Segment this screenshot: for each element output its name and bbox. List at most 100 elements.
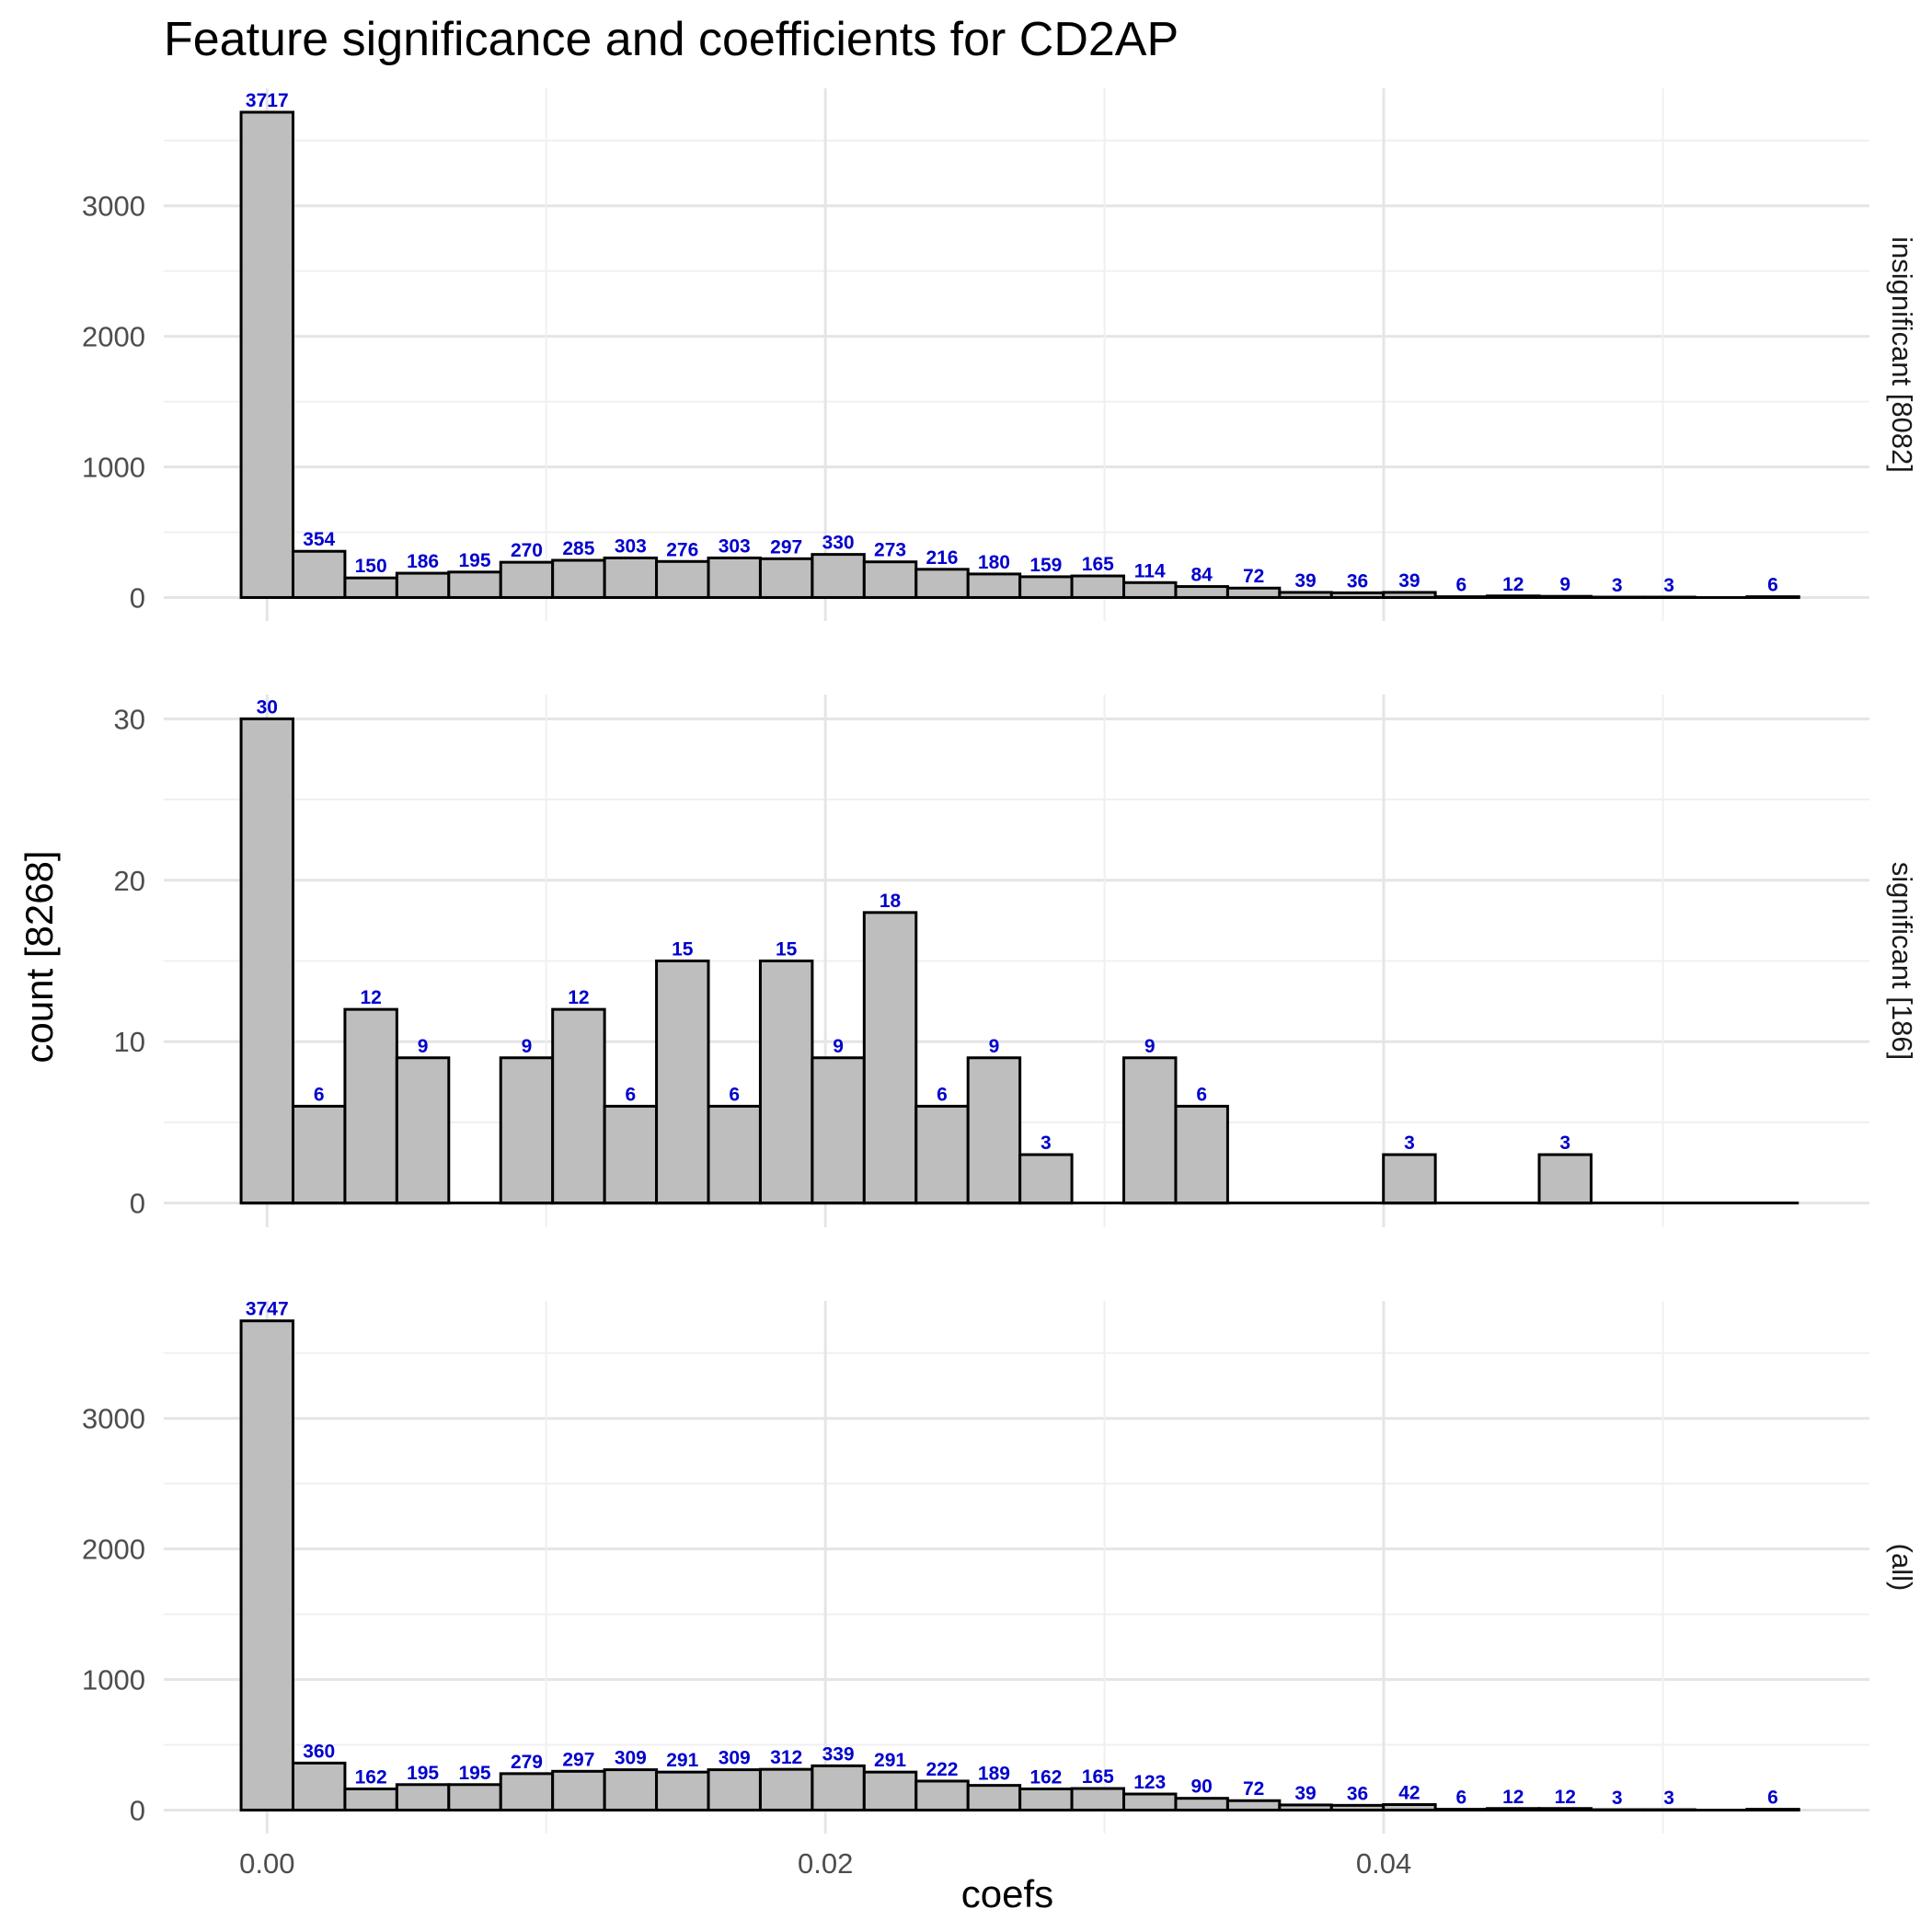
chart-title: Feature significance and coefficients fo… [164,13,1179,66]
bar-count-label: 3 [1404,1133,1415,1154]
bar-count-label: 6 [937,1084,948,1105]
bar-count-label: 216 [926,547,958,569]
bar-count-label: 339 [822,1743,855,1765]
bar-count-label: 3 [1612,1788,1623,1809]
bar-count-label: 6 [314,1084,325,1105]
histogram-bar [811,553,866,599]
histogram-bar [551,1769,606,1811]
histogram-bar [914,1779,970,1811]
bar-count-label: 3 [1559,1133,1570,1154]
bar-count-label: 312 [770,1747,802,1768]
bar-count-label: 36 [1347,570,1368,592]
histogram-bar [603,556,659,599]
y-tick-label: 3000 [82,190,145,223]
bar-count-label: 30 [257,696,278,718]
y-tick-label: 0 [130,1794,145,1826]
bar-count-label: 15 [672,939,694,960]
bar-count-label: 123 [1133,1772,1166,1793]
histogram-bar [603,1104,659,1205]
bar-count-label: 159 [1029,555,1062,576]
bar-count-label: 354 [303,529,335,550]
bar-count-label: 195 [459,550,491,571]
bar-count-label: 9 [989,1036,1000,1057]
bar-count-label: 3 [1612,575,1623,596]
x-tick-label: 0.04 [1356,1847,1411,1880]
bar-count-label: 6 [1767,1788,1778,1809]
bar-count-label: 291 [666,1750,698,1771]
histogram-bar [395,571,451,599]
histogram-bar [966,1784,1022,1811]
bar-count-label: 90 [1190,1777,1212,1798]
bar-count-label: 39 [1294,1783,1316,1804]
bar-count-label: 162 [355,1766,387,1788]
histogram-bar [239,1319,294,1811]
bar-count-label: 3 [1663,1788,1674,1809]
histogram-bar [343,1007,398,1205]
histogram-bar [1174,585,1229,599]
y-tick-label: 3000 [82,1403,145,1435]
x-tick-label: 0.02 [798,1847,853,1880]
histogram-bar [1225,1799,1282,1811]
histogram-bar [966,1056,1022,1205]
facet-strip-label: (all) [1886,1544,1918,1592]
bar-count-label: 297 [562,1749,594,1770]
bar-count-label: 150 [355,556,387,577]
bar-count-label: 72 [1243,1778,1264,1800]
histogram-bar [1225,586,1282,599]
bar-count-label: 273 [874,540,906,561]
histogram-bar [1122,1056,1178,1205]
bar-count-label: 84 [1190,565,1213,586]
facet-panel: 0 1000 2000 3000 3717 354 150 186 195 270 285 303 27… [82,88,1918,621]
bar-count-label: 36 [1347,1783,1368,1804]
bar-count-label: 9 [418,1036,429,1057]
x-tick-label: 0.00 [239,1847,294,1880]
histogram-bar [707,1104,762,1205]
bar-count-label: 6 [729,1084,740,1105]
y-tick-label: 2000 [82,1534,145,1566]
bar-count-label: 9 [833,1036,844,1057]
histogram-bar [1537,1153,1593,1205]
histogram-bar [1174,1797,1229,1811]
bar-count-label: 9 [1559,574,1570,595]
histogram-bar [551,1007,606,1205]
histogram-bar [343,1787,398,1811]
bar-count-label: 3747 [246,1299,289,1320]
histogram-bar [1382,1153,1437,1205]
bar-count-label: 9 [522,1036,533,1057]
bar-count-label: 12 [360,987,381,1008]
histogram-bar [862,911,918,1205]
bar-count-label: 330 [822,533,855,554]
histogram-bar [811,1764,866,1811]
bar-count-label: 9 [1144,1036,1156,1057]
bar-count-label: 165 [1082,1766,1114,1788]
histogram-bar [1018,1153,1074,1205]
bar-count-label: 114 [1134,560,1166,581]
bar-count-label: 6 [1196,1084,1207,1105]
bar-count-label: 303 [615,535,647,557]
bar-count-label: 195 [407,1763,439,1784]
histogram-bar [447,570,502,599]
facet-strip-label: significant [186] [1886,862,1918,1060]
bar-count-label: 12 [1502,574,1524,595]
histogram-bar [1018,575,1074,599]
bar-count-label: 270 [511,540,543,561]
histogram-bar [966,572,1022,599]
histogram-bar [395,1056,451,1205]
facet-panel: 0 10 20 30 30 6 12 9 9 12 6 15 6 15 9 18 6 9 3 9 6 3 3 signific… [114,695,1918,1227]
bar-count-label: 6 [1456,575,1467,596]
x-axis-title: coefs [961,1872,1053,1915]
histogram-bar [291,1104,347,1205]
bar-count-label: 6 [1456,1788,1467,1809]
bar-count-label: 309 [615,1748,647,1769]
bar-count-label: 18 [880,891,902,912]
bar-count-label: 39 [1294,570,1316,592]
facet-strip-label: insignificant [8082] [1886,236,1918,473]
bar-count-label: 3717 [246,90,289,111]
histogram-bar [655,960,710,1205]
bar-count-label: 195 [459,1763,491,1784]
bar-count-label: 12 [1555,1787,1576,1808]
bar-count-label: 222 [926,1759,958,1780]
bar-count-label: 6 [1767,575,1778,596]
histogram-bar [758,960,814,1205]
bar-count-label: 297 [770,536,802,558]
